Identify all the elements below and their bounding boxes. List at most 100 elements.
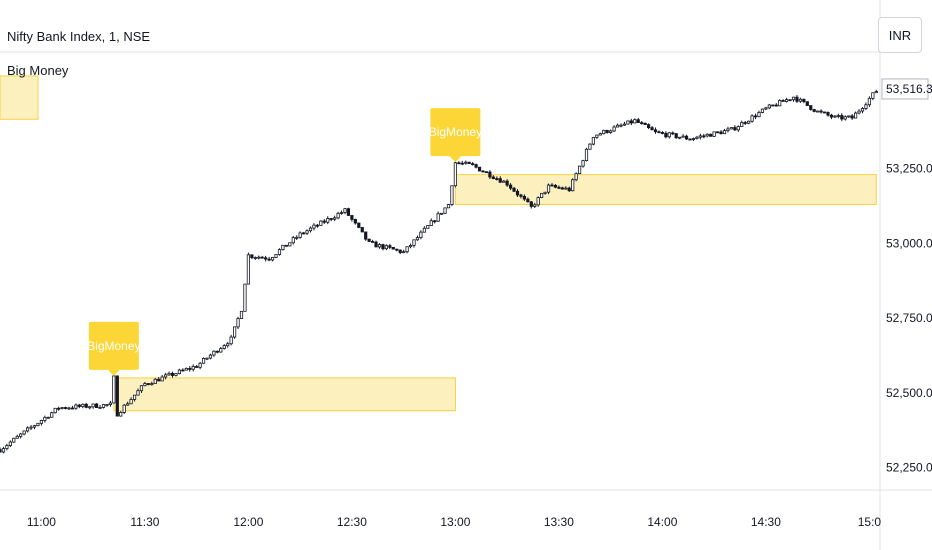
candle-body [502, 180, 506, 183]
candle-body [129, 399, 133, 405]
candle-body [584, 148, 589, 162]
price-tick-label: 53,250.00 [886, 162, 932, 176]
bigmoney-markers: BigMoney BigMoney [87, 108, 482, 376]
candle-body [602, 129, 606, 135]
candle-body [647, 124, 651, 129]
time-tick-label: 14:00 [647, 515, 677, 529]
candle-body [157, 378, 161, 382]
candle-body [553, 184, 558, 188]
candle-body [122, 404, 126, 413]
candle-body [22, 430, 26, 435]
candle-body [812, 109, 816, 112]
candle-body [88, 406, 92, 409]
candle-body [712, 131, 716, 137]
candle-body [384, 245, 389, 250]
candle-body [119, 412, 123, 417]
candle-body [60, 407, 64, 409]
candle-body [591, 136, 596, 145]
candle-body [139, 385, 144, 392]
candle-body [364, 231, 368, 240]
marker-box [88, 321, 139, 370]
indicator-name[interactable]: Big Money [7, 63, 69, 78]
candle-body [184, 368, 188, 371]
candle-body [484, 171, 489, 174]
symbol-title[interactable]: Nifty Bank Index, 1, NSE [7, 29, 151, 44]
candle-body [8, 441, 12, 446]
candle-body [457, 162, 461, 165]
candle-body [829, 114, 834, 118]
candle-body [481, 170, 485, 173]
candle-body [377, 244, 382, 248]
candle-body [412, 239, 416, 246]
candle-body [657, 131, 661, 134]
candle-body [195, 366, 199, 368]
candle-body [215, 350, 219, 353]
candle-body [170, 372, 175, 376]
candle-body [871, 92, 875, 99]
candle-body [277, 249, 282, 255]
candle-body [357, 222, 361, 228]
candle-body [519, 194, 523, 197]
candle-body [305, 230, 309, 234]
candle-body [595, 134, 599, 138]
currency-button[interactable]: INR [878, 17, 922, 53]
candle-body [226, 343, 230, 347]
candle-body [43, 416, 47, 421]
candle-body [767, 104, 771, 109]
candle-body [764, 107, 768, 110]
candle-body [674, 133, 678, 139]
candle-body [640, 122, 644, 124]
bigmoney-zone [0, 75, 39, 120]
candle-body [671, 132, 675, 135]
candle-body [381, 244, 385, 250]
candle-body [98, 407, 102, 409]
candle-body [850, 115, 854, 119]
candle-body [174, 373, 178, 376]
candle-body [426, 225, 430, 229]
candle-body [39, 420, 44, 424]
candle-body [246, 254, 250, 285]
candle-body [802, 98, 806, 103]
candle-body [622, 123, 627, 126]
candle-body [560, 187, 564, 190]
candle-body [533, 204, 537, 207]
candle-body [626, 120, 630, 125]
candle-body [678, 136, 682, 139]
candle-body [515, 190, 520, 196]
candle-body [57, 407, 61, 410]
candle-body [370, 241, 375, 243]
candle-body [12, 437, 16, 443]
candle-body [736, 126, 740, 131]
candle-body [698, 135, 702, 138]
candle-body [239, 310, 244, 320]
candle-body [291, 237, 295, 244]
candle-body [81, 403, 85, 407]
candle-body [464, 161, 468, 164]
candle-body [398, 249, 402, 254]
candle-body [46, 416, 50, 419]
candle-body [374, 241, 378, 248]
candle-body [778, 100, 782, 107]
candle-body [636, 119, 640, 123]
candle-body [132, 394, 137, 400]
price-tick-label: 52,250.00 [886, 461, 932, 475]
candle-body [467, 161, 471, 164]
candle-body [684, 135, 689, 140]
candle-body [150, 383, 154, 386]
candle-body [405, 246, 409, 253]
candle-body [471, 163, 475, 165]
candle-body [439, 212, 444, 215]
candle-body [19, 433, 23, 437]
time-tick-label: 12:00 [233, 515, 263, 529]
candle-body [633, 119, 637, 124]
candle-body [505, 180, 509, 186]
candle-body [336, 213, 340, 219]
bigmoney-zone [113, 377, 456, 412]
time-tick-label: 14:30 [751, 515, 781, 529]
bigmoney-marker: BigMoney [429, 108, 482, 163]
candle-body [743, 122, 747, 124]
candle-body [257, 256, 261, 259]
candle-body [453, 162, 458, 187]
